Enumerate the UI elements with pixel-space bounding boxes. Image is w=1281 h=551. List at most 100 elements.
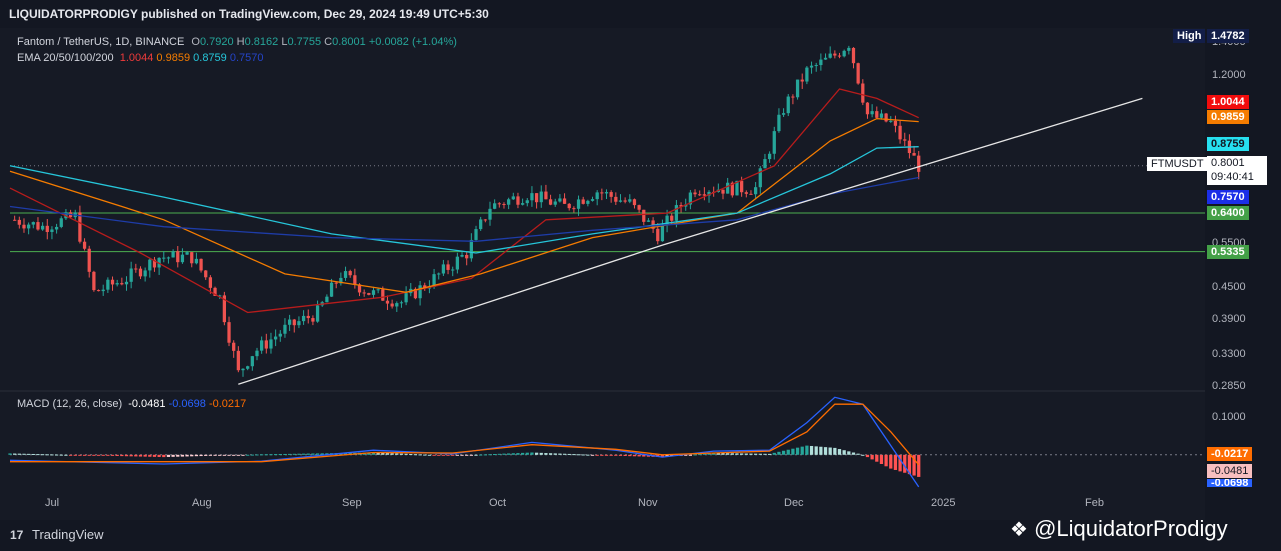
candle-body	[152, 259, 157, 268]
candle-body	[600, 192, 604, 194]
candle-body	[665, 215, 669, 226]
macd-histogram-bar	[530, 452, 534, 455]
high-value: 0.8162	[244, 36, 279, 48]
macd-histogram-bar	[558, 453, 562, 455]
macd-histogram-bar	[819, 446, 823, 455]
macd-histogram-bar	[236, 454, 240, 456]
candle-body	[334, 282, 338, 284]
macd-histogram-bar	[218, 454, 222, 456]
macd-histogram-bar	[688, 454, 693, 456]
macd-histogram-bar	[833, 447, 837, 455]
macd-histogram-bar	[385, 453, 390, 455]
macd-histogram-bar	[772, 452, 776, 455]
macd-histogram-bar	[744, 453, 748, 455]
macd-histogram-bar	[325, 453, 329, 455]
candle-body	[502, 203, 506, 205]
macd-histogram-bar	[180, 454, 185, 457]
time-label-sep: Sep	[342, 497, 362, 509]
candle-body	[618, 200, 623, 202]
macd-histogram-bar	[17, 453, 21, 455]
macd-histogram-bar	[283, 453, 287, 455]
candle-body	[548, 199, 553, 205]
candle-body	[134, 268, 138, 270]
candle-body	[809, 65, 814, 68]
macd-histogram-bar	[437, 454, 441, 456]
candle-body	[870, 111, 874, 115]
level-0640-tag: 0.6400	[1207, 206, 1249, 220]
candle-body	[278, 333, 282, 337]
candle-body	[520, 203, 525, 205]
macd-histogram-bar	[64, 454, 68, 456]
candle-body	[702, 194, 706, 196]
candle-body	[329, 282, 334, 297]
candle-body	[106, 279, 110, 290]
candle-body	[45, 225, 49, 233]
macd-histogram-bar	[423, 454, 427, 456]
candle-body	[236, 350, 240, 371]
macd-histogram-bar	[171, 454, 175, 457]
macd-histogram-bar	[367, 452, 371, 455]
macd-histogram-bar	[441, 454, 446, 456]
candle-body	[371, 290, 376, 295]
macd-histogram-bar	[912, 454, 916, 476]
candle-body	[698, 194, 702, 196]
candle-body	[339, 277, 343, 284]
candle-body	[87, 248, 91, 272]
tradingview-logo-icon: 17	[10, 528, 24, 542]
macd-histogram-bar	[781, 450, 786, 455]
macd-histogram-bar	[749, 453, 753, 455]
macd-histogram-bar	[106, 454, 110, 456]
macd-histogram-bar	[87, 454, 91, 456]
price-tick: 0.3900	[1212, 313, 1246, 325]
macd-histogram-bar	[8, 453, 12, 455]
candle-body	[842, 50, 846, 57]
macd-histogram-bar	[311, 453, 315, 455]
macd-histogram-bar	[632, 454, 637, 457]
candle-body	[525, 200, 529, 204]
macd-histogram-bar	[576, 454, 581, 456]
candle-body	[124, 281, 129, 285]
candle-body	[353, 275, 357, 285]
macd-histogram-bar	[427, 454, 432, 456]
macd-histogram-bar	[264, 454, 268, 456]
candle-body	[879, 113, 884, 118]
ema-line-20	[9, 88, 919, 314]
time-label-jul: Jul	[45, 497, 60, 509]
candle-body	[604, 192, 609, 194]
macd-histogram-bar	[567, 453, 571, 455]
candle-body	[292, 319, 296, 326]
macd-histogram-bar	[903, 454, 907, 473]
candle-body	[898, 125, 902, 140]
candle-body	[688, 192, 693, 205]
macd-histogram-bar	[451, 454, 455, 456]
candle-body	[893, 120, 898, 126]
macd-histogram-bar	[250, 454, 254, 456]
macd-histogram-bar	[698, 454, 702, 456]
candle-body	[50, 229, 54, 233]
price-chart[interactable]	[0, 28, 1281, 520]
candle-body	[446, 264, 450, 270]
candle-body	[670, 215, 674, 221]
macd-histogram-bar	[278, 454, 282, 456]
candle-body	[451, 269, 455, 271]
macd-histogram-bar	[525, 452, 529, 455]
macd-histogram-bar	[320, 453, 324, 455]
candle-body	[227, 322, 231, 343]
macd-histogram-bar	[716, 453, 720, 455]
macd-histogram-bar	[637, 454, 641, 457]
candle-body	[553, 201, 557, 205]
macd-legend: MACD (12, 26, close) -0.0481 -0.0698 -0.…	[17, 398, 246, 410]
macd-histogram-bar	[297, 453, 301, 455]
candle-body	[218, 295, 222, 297]
macd-histogram-bar	[50, 454, 54, 456]
last-price-box: 0.8001 09:40:41	[1207, 156, 1267, 185]
candle-body	[54, 226, 59, 230]
macd-histogram-bar	[791, 448, 795, 455]
macd-histogram-bar	[865, 454, 870, 458]
macd-histogram-bar	[507, 453, 511, 455]
ascending-trendline	[238, 97, 1143, 385]
macd-signal-line	[10, 403, 920, 466]
macd-signal-tag: -0.0217	[1207, 447, 1253, 461]
candle-body	[40, 225, 45, 230]
chart-background	[0, 28, 1205, 520]
